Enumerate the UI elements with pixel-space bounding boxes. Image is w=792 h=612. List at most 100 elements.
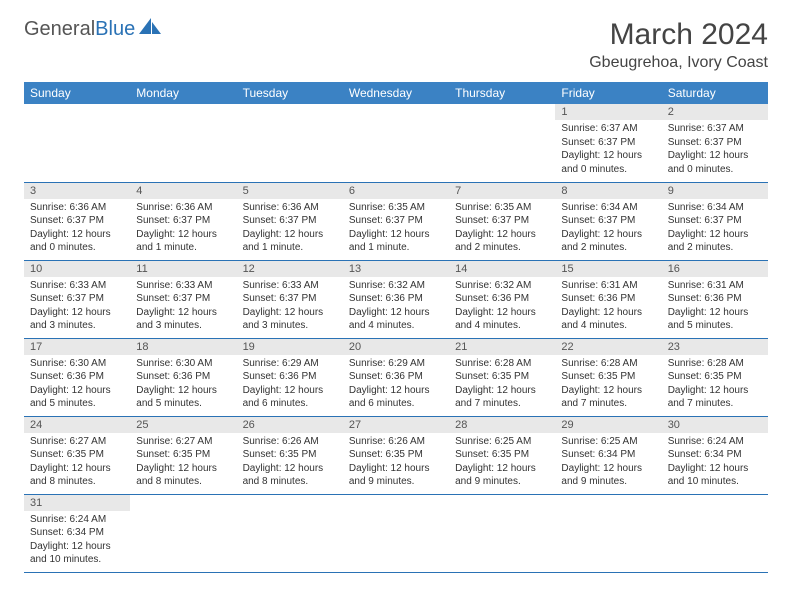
day-number: 11 [130, 261, 236, 277]
day-detail: Sunrise: 6:35 AMSunset: 6:37 PMDaylight:… [343, 199, 449, 259]
day-detail: Sunrise: 6:26 AMSunset: 6:35 PMDaylight:… [343, 433, 449, 493]
calendar-cell [24, 104, 130, 182]
day-number: 18 [130, 339, 236, 355]
day-number: 31 [24, 495, 130, 511]
sunrise-text: Sunrise: 6:31 AM [561, 279, 655, 293]
day-number: 8 [555, 183, 661, 199]
calendar-cell: 18Sunrise: 6:30 AMSunset: 6:36 PMDayligh… [130, 338, 236, 416]
sunrise-text: Sunrise: 6:36 AM [243, 201, 337, 215]
sunset-text: Sunset: 6:36 PM [668, 292, 762, 306]
day-detail: Sunrise: 6:31 AMSunset: 6:36 PMDaylight:… [555, 277, 661, 337]
day-header: Monday [130, 82, 236, 104]
daylight-text: Daylight: 12 hours and 9 minutes. [455, 462, 549, 489]
day-number: 29 [555, 417, 661, 433]
brand-part2: Blue [95, 18, 135, 40]
calendar-cell: 28Sunrise: 6:25 AMSunset: 6:35 PMDayligh… [449, 416, 555, 494]
day-number: 27 [343, 417, 449, 433]
sunrise-text: Sunrise: 6:37 AM [668, 122, 762, 136]
calendar-row: 1Sunrise: 6:37 AMSunset: 6:37 PMDaylight… [24, 104, 768, 182]
sunset-text: Sunset: 6:36 PM [561, 292, 655, 306]
daylight-text: Daylight: 12 hours and 4 minutes. [455, 306, 549, 333]
sunset-text: Sunset: 6:37 PM [243, 214, 337, 228]
day-number: 28 [449, 417, 555, 433]
day-header: Saturday [662, 82, 768, 104]
day-number: 17 [24, 339, 130, 355]
sunrise-text: Sunrise: 6:32 AM [349, 279, 443, 293]
sunrise-text: Sunrise: 6:31 AM [668, 279, 762, 293]
day-detail: Sunrise: 6:29 AMSunset: 6:36 PMDaylight:… [237, 355, 343, 415]
day-detail: Sunrise: 6:24 AMSunset: 6:34 PMDaylight:… [662, 433, 768, 493]
sunrise-text: Sunrise: 6:33 AM [243, 279, 337, 293]
header: GeneralBlue March 2024 Gbeugrehoa, Ivory… [24, 18, 768, 72]
day-detail: Sunrise: 6:37 AMSunset: 6:37 PMDaylight:… [662, 120, 768, 180]
day-detail: Sunrise: 6:27 AMSunset: 6:35 PMDaylight:… [24, 433, 130, 493]
day-detail: Sunrise: 6:32 AMSunset: 6:36 PMDaylight:… [449, 277, 555, 337]
sunset-text: Sunset: 6:34 PM [561, 448, 655, 462]
daylight-text: Daylight: 12 hours and 7 minutes. [455, 384, 549, 411]
day-number: 3 [24, 183, 130, 199]
day-detail: Sunrise: 6:33 AMSunset: 6:37 PMDaylight:… [130, 277, 236, 337]
calendar-cell: 4Sunrise: 6:36 AMSunset: 6:37 PMDaylight… [130, 182, 236, 260]
sunset-text: Sunset: 6:37 PM [30, 214, 124, 228]
day-detail: Sunrise: 6:27 AMSunset: 6:35 PMDaylight:… [130, 433, 236, 493]
daylight-text: Daylight: 12 hours and 10 minutes. [30, 540, 124, 567]
calendar-cell: 29Sunrise: 6:25 AMSunset: 6:34 PMDayligh… [555, 416, 661, 494]
day-number: 20 [343, 339, 449, 355]
daylight-text: Daylight: 12 hours and 5 minutes. [30, 384, 124, 411]
daylight-text: Daylight: 12 hours and 1 minute. [243, 228, 337, 255]
sunrise-text: Sunrise: 6:24 AM [30, 513, 124, 527]
sunset-text: Sunset: 6:36 PM [349, 292, 443, 306]
calendar-cell: 14Sunrise: 6:32 AMSunset: 6:36 PMDayligh… [449, 260, 555, 338]
calendar-cell [449, 104, 555, 182]
sunrise-text: Sunrise: 6:32 AM [455, 279, 549, 293]
calendar-cell: 13Sunrise: 6:32 AMSunset: 6:36 PMDayligh… [343, 260, 449, 338]
daylight-text: Daylight: 12 hours and 10 minutes. [668, 462, 762, 489]
day-detail: Sunrise: 6:36 AMSunset: 6:37 PMDaylight:… [237, 199, 343, 259]
daylight-text: Daylight: 12 hours and 3 minutes. [136, 306, 230, 333]
sunset-text: Sunset: 6:35 PM [561, 370, 655, 384]
sunrise-text: Sunrise: 6:27 AM [136, 435, 230, 449]
day-number: 14 [449, 261, 555, 277]
sunrise-text: Sunrise: 6:35 AM [349, 201, 443, 215]
daylight-text: Daylight: 12 hours and 1 minute. [136, 228, 230, 255]
sunset-text: Sunset: 6:37 PM [30, 292, 124, 306]
daylight-text: Daylight: 12 hours and 2 minutes. [561, 228, 655, 255]
sunrise-text: Sunrise: 6:37 AM [561, 122, 655, 136]
calendar-cell: 16Sunrise: 6:31 AMSunset: 6:36 PMDayligh… [662, 260, 768, 338]
sunset-text: Sunset: 6:34 PM [668, 448, 762, 462]
calendar-table: Sunday Monday Tuesday Wednesday Thursday… [24, 82, 768, 573]
sunset-text: Sunset: 6:36 PM [349, 370, 443, 384]
day-detail: Sunrise: 6:25 AMSunset: 6:34 PMDaylight:… [555, 433, 661, 493]
daylight-text: Daylight: 12 hours and 0 minutes. [561, 149, 655, 176]
day-number: 19 [237, 339, 343, 355]
sunset-text: Sunset: 6:37 PM [243, 292, 337, 306]
day-detail: Sunrise: 6:28 AMSunset: 6:35 PMDaylight:… [449, 355, 555, 415]
calendar-row: 24Sunrise: 6:27 AMSunset: 6:35 PMDayligh… [24, 416, 768, 494]
brand-part1: General [24, 18, 95, 40]
sunset-text: Sunset: 6:35 PM [668, 370, 762, 384]
calendar-cell [237, 494, 343, 572]
sail-icon [139, 18, 161, 41]
calendar-cell [130, 104, 236, 182]
calendar-cell [449, 494, 555, 572]
day-detail: Sunrise: 6:32 AMSunset: 6:36 PMDaylight:… [343, 277, 449, 337]
daylight-text: Daylight: 12 hours and 8 minutes. [136, 462, 230, 489]
day-number: 16 [662, 261, 768, 277]
day-detail: Sunrise: 6:33 AMSunset: 6:37 PMDaylight:… [237, 277, 343, 337]
sunset-text: Sunset: 6:37 PM [561, 136, 655, 150]
day-header: Sunday [24, 82, 130, 104]
sunrise-text: Sunrise: 6:29 AM [243, 357, 337, 371]
sunrise-text: Sunrise: 6:34 AM [668, 201, 762, 215]
daylight-text: Daylight: 12 hours and 7 minutes. [561, 384, 655, 411]
calendar-cell: 7Sunrise: 6:35 AMSunset: 6:37 PMDaylight… [449, 182, 555, 260]
day-detail: Sunrise: 6:31 AMSunset: 6:36 PMDaylight:… [662, 277, 768, 337]
calendar-cell: 25Sunrise: 6:27 AMSunset: 6:35 PMDayligh… [130, 416, 236, 494]
calendar-cell: 9Sunrise: 6:34 AMSunset: 6:37 PMDaylight… [662, 182, 768, 260]
calendar-cell [343, 104, 449, 182]
day-header-row: Sunday Monday Tuesday Wednesday Thursday… [24, 82, 768, 104]
daylight-text: Daylight: 12 hours and 9 minutes. [561, 462, 655, 489]
calendar-row: 3Sunrise: 6:36 AMSunset: 6:37 PMDaylight… [24, 182, 768, 260]
day-detail: Sunrise: 6:36 AMSunset: 6:37 PMDaylight:… [130, 199, 236, 259]
day-number: 21 [449, 339, 555, 355]
sunrise-text: Sunrise: 6:33 AM [136, 279, 230, 293]
